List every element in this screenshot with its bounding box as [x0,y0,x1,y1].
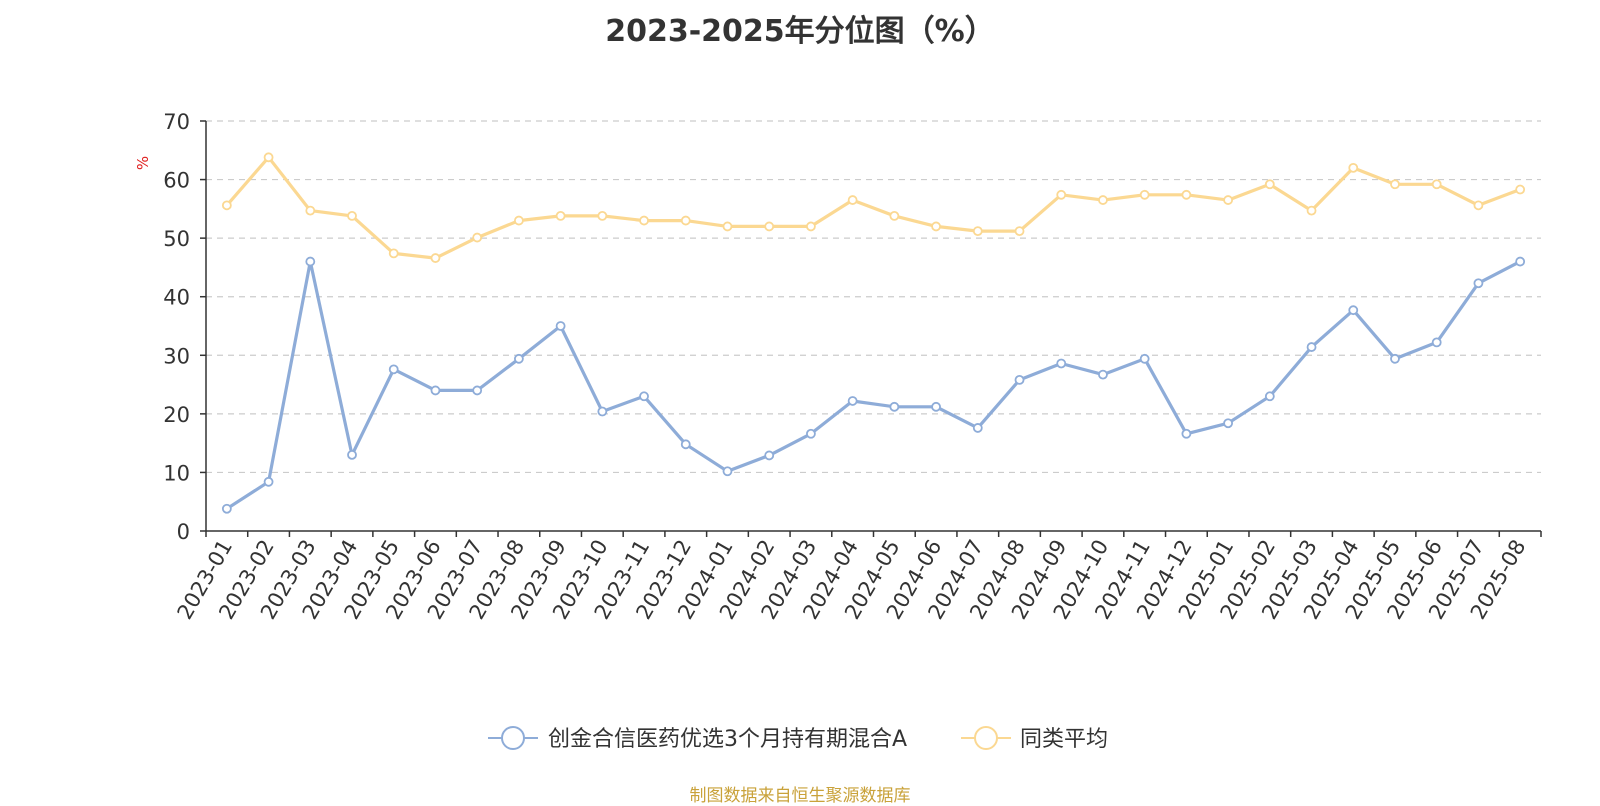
series-2-point [1264,179,1275,190]
series-1-point [597,406,608,417]
series-1-point [263,476,274,487]
series-line-1 [226,260,1521,511]
series-2-point [764,221,775,232]
y-tick-label: 10 [163,461,190,485]
legend-label: 创金合信医药优选3个月持有期混合A [548,727,907,752]
legend-swatch-marker [974,726,998,750]
series-1-point [1306,342,1317,352]
series-2-point [597,210,608,221]
series-1-point [972,423,983,433]
series-1-point [1515,256,1526,267]
series-1-point [1473,278,1484,289]
series-2-point [388,248,399,259]
series-1-point [1390,353,1400,364]
series-1-point [472,385,483,396]
grid-lines [206,120,1541,474]
legend-swatch-marker [501,726,525,750]
series-1-point [513,353,524,364]
series-1-point [221,503,232,514]
series-1-point [1223,418,1234,429]
y-tick-label: 40 [163,286,190,310]
y-tick-label: 0 [177,520,190,544]
legend: 创金合信医药优选3个月持有期混合A 同类平均 [488,726,1108,752]
series-1-point [430,385,441,396]
series-1-point [1014,374,1025,385]
series-1-point [764,450,775,461]
series-1-point [847,396,858,406]
y-tick-label: 50 [163,227,190,251]
series-1-point [1181,428,1192,439]
series-2-point [1431,179,1442,190]
series-1-point [1431,337,1442,348]
series-2-point [1223,195,1234,205]
series-2-point [806,221,816,232]
series-2-point [1056,189,1067,200]
series-2-point [1306,205,1317,216]
series-2-point [1473,200,1484,211]
series-1-point [1348,305,1359,316]
series-2-point [931,221,941,232]
series-2-point [1181,189,1192,200]
y-tick-label: 70 [163,110,190,134]
series-2-point [680,215,691,226]
series-1-point [347,449,357,460]
chart-title: 2023-2025年分位图（%） [605,14,995,49]
series-2-point [555,210,566,221]
series-1-point [680,439,691,450]
series-2-point [263,152,274,163]
legend-label: 同类平均 [1020,727,1108,752]
series-1-point [1056,358,1067,369]
series-1-point [1139,353,1150,364]
series-2-point [847,195,858,205]
series-1-point [1264,391,1275,402]
series-2-point [513,215,524,226]
series-2-point [430,253,441,263]
y-tick-label: 60 [163,169,190,193]
y-tick-label: 30 [163,344,190,368]
series-2-point [1139,189,1150,200]
series-2-point [1348,162,1359,173]
series-lines [221,152,1526,514]
series-2-point [472,232,483,243]
series-2-point [972,226,983,237]
series-2-point [1390,179,1400,190]
series-line-2 [225,155,1521,260]
source-note: 制图数据来自恒生聚源数据库 [689,786,911,806]
series-2-point [305,205,316,216]
series-1-point [555,321,566,331]
y-tick-label: 20 [163,403,190,427]
series-1-point [639,391,649,402]
series-2-point [347,210,357,221]
series-2-point [1515,184,1526,195]
series-2-point [1014,226,1025,237]
series-2-point [639,215,649,226]
series-1-point [305,256,316,267]
series-2-point [1098,195,1108,205]
series-1-point [931,401,941,412]
series-1-point [388,364,399,375]
y-axis-label: % [134,156,152,170]
series-2-point [889,210,900,221]
series-1-point [1098,369,1108,380]
series-1-point [722,466,733,477]
series-2-point [722,221,733,232]
series-1-point [889,401,900,412]
series-1-point [806,428,816,439]
series-2-point [221,200,232,211]
axes: 010203040506070%2023-012023-022023-03202… [134,110,1542,623]
